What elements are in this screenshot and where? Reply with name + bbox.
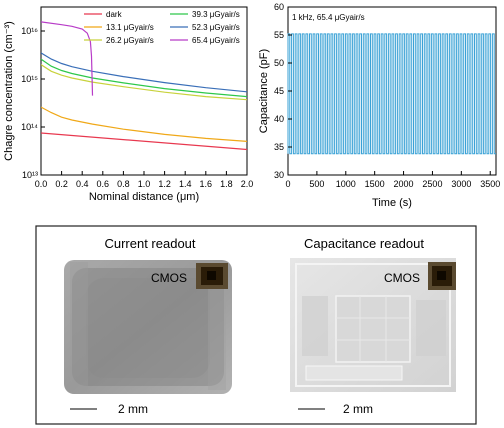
x-tick-label: 0.6 bbox=[97, 179, 110, 189]
x-tick-label: 1000 bbox=[336, 179, 356, 189]
legend-label: 39.3 μGyair/s bbox=[192, 10, 240, 19]
capacitance-readout-image: Capacitance readout CMOS 2 mm bbox=[290, 236, 456, 416]
y-tick-label: 45 bbox=[274, 86, 284, 96]
cmos-label: CMOS bbox=[384, 271, 420, 285]
y-tick-label: 10¹⁴ bbox=[21, 122, 38, 132]
x-tick-label: 0.2 bbox=[55, 179, 68, 189]
x-axis-label: Time (s) bbox=[372, 197, 412, 209]
y-tick-label: 55 bbox=[274, 30, 284, 40]
image-readout-panel: Current readout CMOS 2 mm Capacitance re… bbox=[35, 225, 477, 425]
scale-text: 2 mm bbox=[118, 402, 148, 416]
x-tick-label: 1.4 bbox=[179, 179, 192, 189]
cmos-label: CMOS bbox=[151, 271, 187, 285]
series-line bbox=[41, 132, 247, 151]
y-tick-label: 10¹⁵ bbox=[21, 74, 38, 84]
x-tick-label: 2000 bbox=[394, 179, 414, 189]
x-tick-label: 3000 bbox=[451, 179, 471, 189]
x-tick-label: 0.4 bbox=[76, 179, 89, 189]
legend-label: 65.4 μGyair/s bbox=[192, 36, 240, 45]
x-tick-label: 1.8 bbox=[220, 179, 233, 189]
series-line bbox=[41, 52, 247, 93]
legend-label: 52.3 μGyair/s bbox=[192, 23, 240, 32]
y-tick-label: 40 bbox=[274, 114, 284, 124]
current-readout-image: Current readout CMOS 2 mm bbox=[64, 236, 232, 416]
plot-frame bbox=[40, 6, 248, 176]
legend-label: 26.2 μGyair/s bbox=[106, 36, 154, 45]
x-tick-label: 0 bbox=[285, 179, 290, 189]
x-tick-label: 0.0 bbox=[35, 179, 48, 189]
x-tick-label: 3500 bbox=[480, 179, 500, 189]
x-tick-label: 2.0 bbox=[241, 179, 254, 189]
series-line bbox=[41, 21, 94, 96]
x-tick-label: 0.8 bbox=[117, 179, 130, 189]
capacitance-readout-title: Capacitance readout bbox=[304, 236, 424, 251]
x-tick-label: 1.0 bbox=[138, 179, 151, 189]
y-tick-label: 60 bbox=[274, 2, 284, 12]
legend-label: 13.1 μGyair/s bbox=[106, 23, 154, 32]
y-tick-label: 35 bbox=[274, 142, 284, 152]
x-axis-label: Nominal distance (μm) bbox=[89, 191, 199, 203]
x-tick-label: 500 bbox=[309, 179, 324, 189]
capacitance-square-wave bbox=[287, 33, 496, 155]
scale-text: 2 mm bbox=[343, 402, 373, 416]
chart-annotation: 1 kHz, 65.4 μGyair/s bbox=[292, 13, 365, 22]
y-tick-label: 30 bbox=[274, 170, 284, 180]
x-tick-label: 2500 bbox=[422, 179, 442, 189]
y-axis-label: Chagre concentration (cm⁻³) bbox=[3, 21, 15, 161]
y-axis-label: Capacitance (pF) bbox=[258, 49, 270, 133]
y-tick-label: 10¹³ bbox=[22, 170, 38, 180]
capacitance-chart: 0 500 1000 1500 2000 2500 3000 3500 30 35 40 45 50 55… bbox=[258, 2, 500, 209]
series-line bbox=[41, 106, 247, 142]
charge-concentration-chart: 0.0 0.2 0.4 0.6 0.8 1.0 1.2 1.4 1.6 1.8 2.0 10¹³ 10¹… bbox=[3, 6, 254, 203]
y-tick-label: 10¹⁶ bbox=[21, 26, 38, 36]
legend-label: dark bbox=[106, 10, 123, 19]
x-tick-label: 1.6 bbox=[200, 179, 213, 189]
current-readout-title: Current readout bbox=[104, 236, 195, 251]
x-tick-label: 1500 bbox=[365, 179, 385, 189]
x-tick-label: 1.2 bbox=[158, 179, 171, 189]
legend: dark 39.3 μGyair/s 13.1 μGyair/s 52.3 μGyai… bbox=[84, 10, 240, 45]
y-tick-label: 50 bbox=[274, 58, 284, 68]
